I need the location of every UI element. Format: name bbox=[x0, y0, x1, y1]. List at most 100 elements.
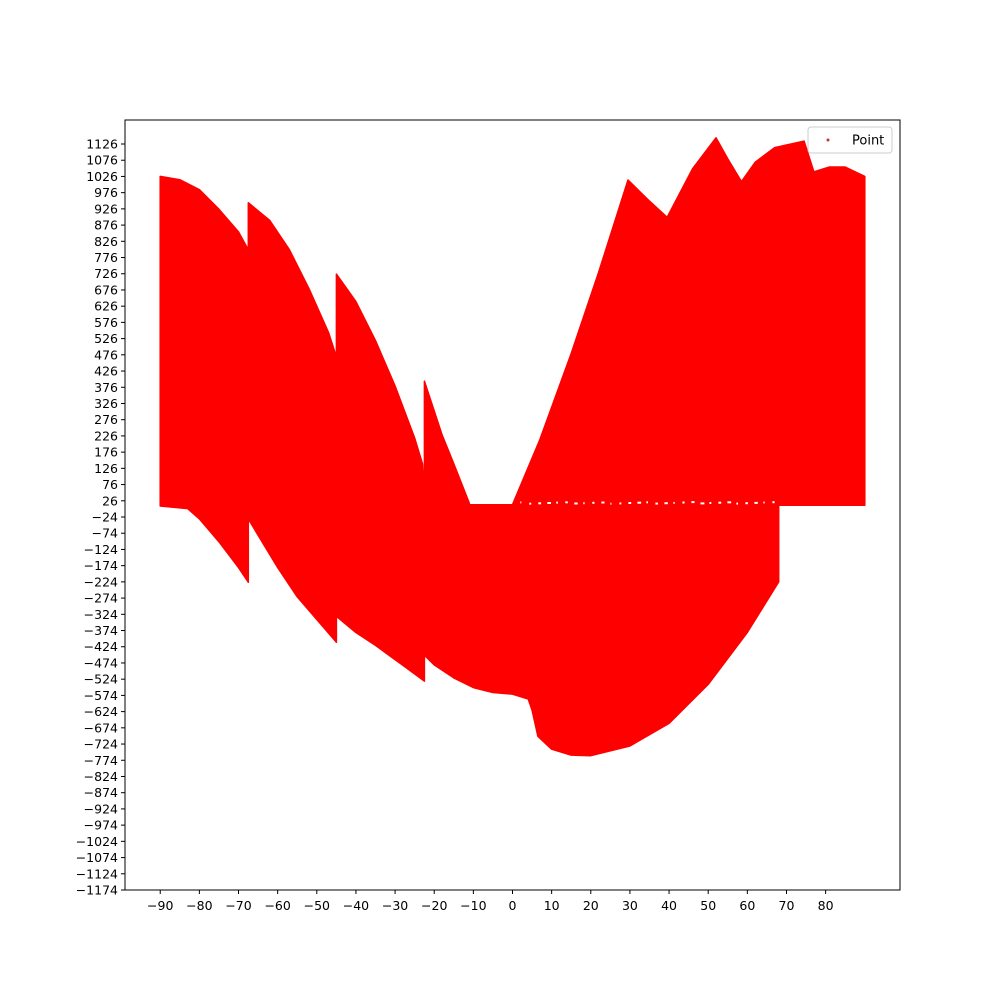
y-tick-label: −224 bbox=[84, 574, 118, 589]
y-tick-label: 676 bbox=[94, 282, 118, 297]
x-tick-label: −10 bbox=[460, 898, 486, 913]
y-tick-label: −774 bbox=[84, 753, 118, 768]
x-tick-label: 60 bbox=[739, 898, 755, 913]
y-tick-label: −1124 bbox=[76, 866, 118, 881]
y-tick-label: 76 bbox=[102, 477, 118, 492]
y-tick-label: −724 bbox=[84, 737, 118, 752]
y-tick-label: 126 bbox=[94, 461, 118, 476]
x-axis: −90 −80 −70 −60 −50 −40 −30 −20 −10 0 10 20 30 40 50 60… bbox=[147, 890, 834, 913]
x-tick-label: 0 bbox=[509, 898, 517, 913]
legend-marker-point bbox=[826, 138, 830, 142]
x-tick-label: 50 bbox=[700, 898, 716, 913]
point-gap bbox=[538, 502, 542, 505]
point-gap bbox=[763, 501, 765, 504]
point-gap bbox=[700, 502, 705, 505]
y-tick-label: −874 bbox=[84, 785, 118, 800]
x-tick-label: 80 bbox=[818, 898, 834, 913]
point-gap bbox=[754, 501, 758, 504]
y-tick-label: 876 bbox=[94, 218, 118, 233]
y-tick-label: −674 bbox=[84, 720, 118, 735]
y-tick-label: 476 bbox=[94, 347, 118, 362]
x-tick-label: −30 bbox=[382, 898, 408, 913]
point-gap bbox=[619, 502, 622, 505]
y-tick-label: 426 bbox=[94, 364, 118, 379]
y-tick-label: 976 bbox=[94, 185, 118, 200]
point-gap bbox=[691, 501, 695, 504]
x-tick-label: 70 bbox=[779, 898, 795, 913]
x-tick-label: −90 bbox=[147, 898, 173, 913]
y-tick-label: −1074 bbox=[76, 850, 118, 865]
point-gap bbox=[736, 502, 738, 505]
x-tick-label: 40 bbox=[661, 898, 677, 913]
x-tick-label: 10 bbox=[544, 898, 560, 913]
y-axis: −1174 −1124−1074−1024−974 −924−874−824−774… bbox=[76, 137, 125, 898]
y-tick-label: −324 bbox=[84, 607, 118, 622]
y-tick-label: 1076 bbox=[86, 153, 118, 168]
point-gap bbox=[664, 502, 668, 505]
point-gap bbox=[610, 502, 612, 505]
y-tick-label: −524 bbox=[84, 672, 118, 687]
point-gap bbox=[556, 501, 558, 504]
y-tick-label: −274 bbox=[84, 591, 118, 606]
point-gap bbox=[529, 502, 532, 505]
y-tick-label: −824 bbox=[84, 769, 118, 784]
y-tick-label: 926 bbox=[94, 201, 118, 216]
legend-box bbox=[807, 126, 893, 154]
y-tick-label: −974 bbox=[84, 818, 118, 833]
point-gap bbox=[646, 501, 648, 504]
y-tick-label: 276 bbox=[94, 412, 118, 427]
point-gap bbox=[637, 501, 642, 504]
y-tick-label: −474 bbox=[84, 655, 118, 670]
point-gap bbox=[565, 501, 568, 504]
x-tick-label: −70 bbox=[225, 898, 251, 913]
y-tick-label: −24 bbox=[92, 510, 118, 525]
x-tick-label: −50 bbox=[304, 898, 330, 913]
point-gap bbox=[682, 501, 685, 504]
point-gap bbox=[727, 501, 732, 504]
y-tick-label: −574 bbox=[84, 688, 118, 703]
x-tick-label: 30 bbox=[622, 898, 638, 913]
point-gap bbox=[772, 501, 775, 504]
y-tick-label: −74 bbox=[92, 526, 118, 541]
y-tick-label: −1024 bbox=[76, 834, 118, 849]
y-tick-label: 526 bbox=[94, 331, 118, 346]
x-tick-label: −60 bbox=[264, 898, 290, 913]
y-tick-label: −1174 bbox=[76, 883, 118, 898]
y-tick-label: 726 bbox=[94, 266, 118, 281]
point-gap bbox=[583, 502, 585, 505]
point-gap bbox=[592, 501, 595, 504]
y-tick-label: 776 bbox=[94, 250, 118, 265]
x-tick-label: −80 bbox=[186, 898, 212, 913]
point-gap bbox=[655, 502, 658, 505]
y-tick-label: 226 bbox=[94, 428, 118, 443]
x-tick-label: −20 bbox=[421, 898, 447, 913]
y-tick-label: −624 bbox=[84, 704, 118, 719]
y-tick-label: 826 bbox=[94, 234, 118, 249]
point-gap bbox=[601, 501, 605, 504]
y-tick-label: −924 bbox=[84, 801, 118, 816]
point-gap bbox=[574, 502, 578, 505]
y-tick-label: −424 bbox=[84, 639, 118, 654]
point-gap bbox=[547, 502, 551, 504]
series-point-cloud bbox=[159, 137, 866, 757]
point-gap bbox=[673, 501, 675, 504]
y-tick-label: −124 bbox=[84, 542, 118, 557]
x-tick-label: −40 bbox=[343, 898, 369, 913]
y-tick-label: −174 bbox=[84, 558, 118, 573]
legend: Point bbox=[807, 126, 893, 154]
legend-label-point: Point bbox=[852, 134, 884, 149]
y-tick-label: 376 bbox=[94, 380, 118, 395]
y-tick-label: 176 bbox=[94, 445, 118, 460]
y-tick-label: 326 bbox=[94, 396, 118, 411]
x-tick-label: 20 bbox=[583, 898, 599, 913]
point-gap bbox=[520, 501, 522, 504]
point-gap bbox=[628, 502, 632, 504]
y-tick-label: 1026 bbox=[86, 169, 118, 184]
point-gap bbox=[709, 502, 712, 504]
y-tick-label: 576 bbox=[94, 315, 118, 330]
y-tick-label: −374 bbox=[84, 623, 118, 638]
point-gap bbox=[745, 502, 748, 505]
y-tick-label: 26 bbox=[102, 493, 118, 508]
plot-area bbox=[159, 137, 866, 757]
